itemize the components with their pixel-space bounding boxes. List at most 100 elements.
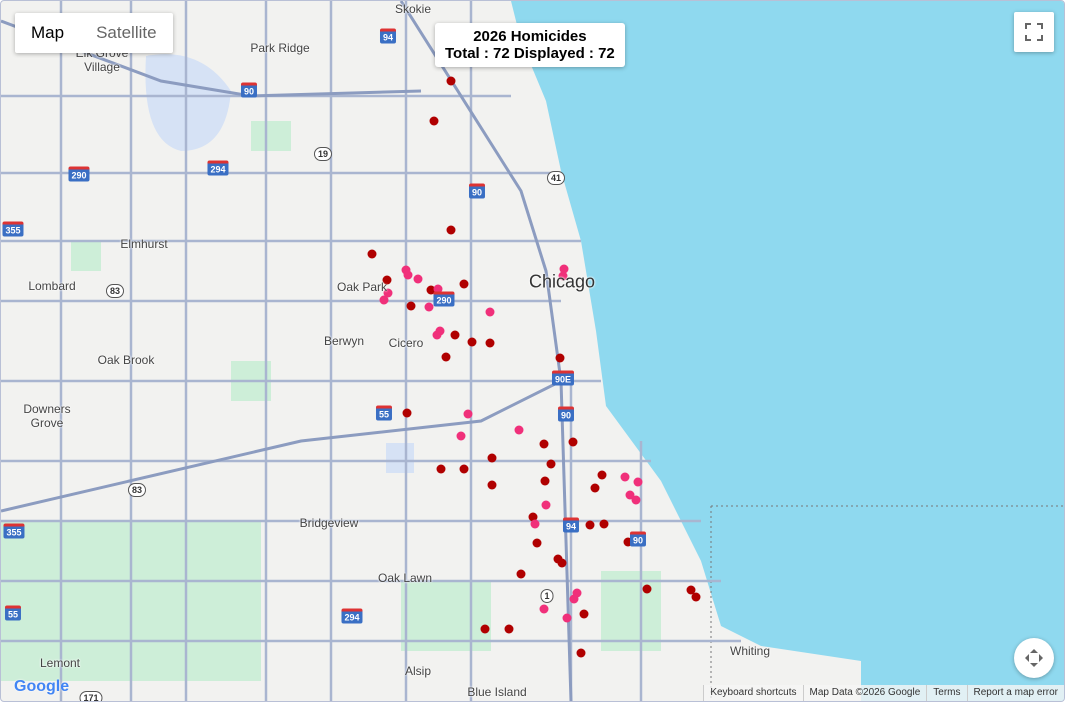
- homicide-marker[interactable]: [539, 439, 549, 449]
- homicide-marker[interactable]: [480, 624, 490, 634]
- homicide-marker[interactable]: [541, 500, 551, 510]
- homicide-marker[interactable]: [625, 490, 635, 500]
- homicide-marker[interactable]: [546, 459, 556, 469]
- homicide-marker[interactable]: [559, 264, 569, 274]
- place-label: Oak Lawn: [377, 571, 433, 585]
- fullscreen-icon: [1025, 23, 1043, 41]
- homicide-marker[interactable]: [530, 519, 540, 529]
- info-title: 2026 Homicides: [473, 28, 587, 45]
- homicide-marker[interactable]: [413, 274, 423, 284]
- homicide-marker[interactable]: [597, 470, 607, 480]
- homicide-marker[interactable]: [540, 476, 550, 486]
- homicide-marker[interactable]: [402, 408, 412, 418]
- homicide-marker[interactable]: [532, 538, 542, 548]
- footer-link[interactable]: Keyboard shortcuts: [703, 685, 802, 701]
- homicide-marker[interactable]: [642, 584, 652, 594]
- homicide-marker[interactable]: [555, 353, 565, 363]
- highway-shield: 90: [468, 183, 486, 199]
- highway-shield: 171: [79, 691, 103, 701]
- homicide-marker[interactable]: [539, 604, 549, 614]
- homicide-marker[interactable]: [432, 330, 442, 340]
- place-label: Lombard: [28, 279, 76, 293]
- homicide-marker[interactable]: [450, 330, 460, 340]
- place-label: Whiting: [729, 644, 771, 658]
- map-type-control: Map Satellite: [15, 13, 173, 53]
- info-subtitle: Total : 72 Displayed : 72: [445, 45, 615, 62]
- homicide-marker[interactable]: [487, 453, 497, 463]
- homicide-marker[interactable]: [579, 609, 589, 619]
- homicide-marker[interactable]: [467, 337, 477, 347]
- homicide-marker[interactable]: [367, 249, 377, 259]
- reservoir: [145, 54, 231, 151]
- homicide-marker[interactable]: [576, 648, 586, 658]
- homicide-marker[interactable]: [631, 495, 641, 505]
- homicide-marker[interactable]: [383, 288, 393, 298]
- footer-link[interactable]: Report a map error: [966, 685, 1064, 701]
- highway-shield: 355: [3, 523, 25, 539]
- highway-shield: 55: [375, 405, 393, 421]
- satellite-button[interactable]: Satellite: [96, 23, 157, 42]
- homicide-marker[interactable]: [424, 302, 434, 312]
- place-label: Blue Island: [467, 685, 527, 699]
- info-box: 2026 Homicides Total : 72 Displayed : 72: [435, 23, 625, 67]
- homicide-marker[interactable]: [456, 431, 466, 441]
- place-label: Alsip: [404, 664, 432, 678]
- highway-shield: 94: [379, 28, 397, 44]
- homicide-marker[interactable]: [406, 301, 416, 311]
- footer-link[interactable]: Terms: [926, 685, 966, 701]
- place-label: Park Ridge: [250, 41, 310, 55]
- homicide-marker[interactable]: [379, 295, 389, 305]
- homicide-marker[interactable]: [446, 76, 456, 86]
- camera-control[interactable]: [1014, 638, 1054, 678]
- highway-shield: 290: [68, 166, 90, 182]
- homicide-marker[interactable]: [633, 477, 643, 487]
- homicide-marker[interactable]: [426, 285, 436, 295]
- lake: [511, 1, 1064, 701]
- fullscreen-button[interactable]: [1014, 12, 1054, 52]
- homicide-marker[interactable]: [590, 483, 600, 493]
- homicide-marker[interactable]: [485, 338, 495, 348]
- homicide-marker[interactable]: [429, 116, 439, 126]
- homicide-marker[interactable]: [459, 464, 469, 474]
- highway-shield: 290: [433, 291, 455, 307]
- highway-shield: 83: [105, 284, 125, 298]
- place-label: Oak Brook: [97, 353, 155, 367]
- homicide-marker[interactable]: [558, 271, 568, 281]
- homicide-marker[interactable]: [514, 425, 524, 435]
- map-button[interactable]: Map: [31, 23, 65, 42]
- place-label: Skokie: [394, 2, 432, 16]
- place-label: Bridgeview: [299, 516, 359, 530]
- highway-shield: 83: [127, 483, 147, 497]
- camera-icon: [1025, 649, 1043, 667]
- homicide-marker[interactable]: [516, 569, 526, 579]
- homicide-marker[interactable]: [433, 284, 443, 294]
- homicide-marker[interactable]: [599, 519, 609, 529]
- pond: [386, 443, 414, 473]
- homicide-marker[interactable]: [528, 512, 538, 522]
- homicide-marker[interactable]: [487, 480, 497, 490]
- homicide-marker[interactable]: [403, 270, 413, 280]
- homicide-marker[interactable]: [463, 409, 473, 419]
- homicide-marker[interactable]: [446, 225, 456, 235]
- highway-shield: 90: [629, 531, 647, 547]
- footer-text: Map Data ©2026 Google: [802, 685, 927, 701]
- highway-shield: 355: [2, 221, 24, 237]
- homicide-marker[interactable]: [568, 437, 578, 447]
- homicide-marker[interactable]: [686, 585, 696, 595]
- homicide-marker[interactable]: [557, 558, 567, 568]
- homicide-marker[interactable]: [504, 624, 514, 634]
- homicide-marker[interactable]: [569, 594, 579, 604]
- place-label: Berwyn: [323, 334, 365, 348]
- homicide-marker[interactable]: [436, 464, 446, 474]
- homicide-marker[interactable]: [441, 352, 451, 362]
- homicide-marker[interactable]: [459, 279, 469, 289]
- homicide-marker[interactable]: [620, 472, 630, 482]
- homicide-marker[interactable]: [382, 275, 392, 285]
- homicide-marker[interactable]: [691, 592, 701, 602]
- homicide-marker[interactable]: [485, 307, 495, 317]
- homicide-marker[interactable]: [585, 520, 595, 530]
- homicide-marker[interactable]: [562, 613, 572, 623]
- highway-shield: 294: [341, 608, 363, 624]
- highway-shield: 294: [207, 160, 229, 176]
- place-label: Elmhurst: [120, 237, 168, 251]
